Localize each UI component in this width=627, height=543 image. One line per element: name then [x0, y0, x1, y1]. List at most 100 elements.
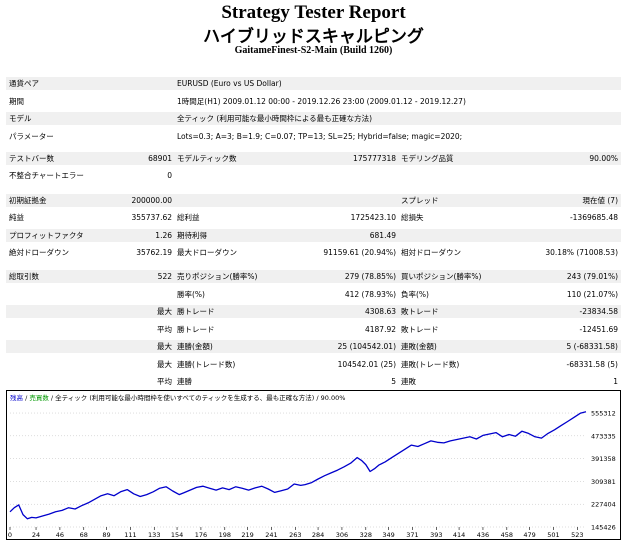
parameters-value: Lots=0.3; A=3; B=1.9; C=0.07; TP=13; SL=…: [177, 132, 463, 141]
x-tick-label: 24: [32, 531, 40, 539]
avg-loss-value: -12451.69: [579, 325, 619, 334]
server-build: GaitameFinest-S2-Main (Build 1260): [234, 45, 393, 56]
x-tick-label: 479: [523, 531, 535, 539]
chart-frame: [6, 390, 621, 540]
gross-loss-value: -1369685.48: [569, 213, 618, 222]
period-value: 1時間足(H1) 2009.01.12 00:00 - 2019.12.26 2…: [177, 97, 466, 106]
max-cons-profit-value: 104542.01 (25): [337, 360, 396, 369]
win-label: 勝率(%): [177, 290, 205, 299]
y-tick-label: 309381: [591, 478, 616, 486]
short-label: 売りポジション(勝率%): [177, 272, 258, 281]
x-tick-label: 176: [195, 531, 207, 539]
row-background: [6, 229, 621, 242]
pf-value: 1.26: [155, 231, 172, 240]
x-tick-label: 349: [382, 531, 394, 539]
long-value: 243 (79.01%): [566, 272, 618, 281]
row-background: [6, 340, 621, 353]
avg-cons-wins-value: 5: [391, 377, 396, 386]
gross-profit-value: 1725423.10: [350, 213, 396, 222]
gross-loss-label: 総損失: [401, 213, 424, 222]
ticks-value: 175777318: [353, 154, 396, 163]
legend-separator: /: [48, 394, 56, 402]
spread-value: 現在値 (7): [582, 196, 618, 205]
chart-grid: [10, 412, 586, 528]
x-tick-label: 501: [547, 531, 559, 539]
max-label: 最大: [157, 342, 172, 351]
avg-cons-losses-value: 1: [613, 377, 618, 386]
abs-dd-label: 絶対ドローダウン: [9, 248, 69, 257]
rel-dd-label: 相対ドローダウン: [401, 248, 461, 257]
pf-label: プロフィットファクタ: [9, 231, 84, 240]
x-tick-label: 219: [241, 531, 253, 539]
max-cons-wins-label: 連勝(金額): [177, 342, 213, 351]
avg-label: 平均: [157, 325, 172, 334]
x-tick-label: 393: [430, 531, 442, 539]
avg-cons-losses-label: 連敗: [401, 377, 416, 386]
row-background: [6, 194, 621, 207]
loss-value: 110 (21.07%): [566, 290, 618, 299]
avg-loss-label: 敗トレード: [401, 325, 439, 334]
y-axis-ticks: 555312 473335 391358 309381 227404 145426: [591, 410, 616, 532]
x-tick-label: 241: [265, 531, 277, 539]
max-label: 最大: [157, 307, 172, 316]
loss-label: 負率(%): [401, 290, 429, 299]
chart-series: [9, 411, 587, 520]
win-value: 412 (78.93%): [344, 290, 396, 299]
max-cons-losses-value: 5 (-68331.58): [566, 342, 618, 351]
x-tick-label: 263: [289, 531, 301, 539]
symbol-label: 通貨ペア: [9, 79, 39, 88]
total-trades-label: 総取引数: [9, 272, 39, 281]
max-cons-loss-value: -68331.58 (5): [566, 360, 618, 369]
max-label: 最大: [157, 360, 172, 369]
x-tick-label: 0: [8, 531, 12, 539]
x-tick-label: 414: [453, 531, 465, 539]
x-tick-label: 198: [219, 531, 231, 539]
avg-win-label: 勝トレード: [177, 325, 215, 334]
x-tick-label: 154: [171, 531, 183, 539]
y-tick-label: 145426: [591, 524, 616, 532]
expected-value: 681.49: [369, 231, 396, 240]
model-value: 全ティック (利用可能な最小時間枠による最も正確な方法): [177, 114, 373, 123]
largest-loss-label: 敗トレード: [401, 307, 439, 316]
x-tick-label: 111: [124, 531, 136, 539]
period-label: 期間: [9, 97, 24, 106]
bars-label: テストバー数: [9, 154, 54, 163]
legend-trades: 売買数: [29, 394, 49, 402]
largest-win-value: 4308.63: [364, 307, 396, 316]
quality-value: 90.00%: [589, 154, 618, 163]
max-cons-profit-label: 連勝(トレード数): [177, 360, 236, 369]
mismatch-label: 不整合チャートエラー: [9, 171, 84, 180]
x-tick-label: 458: [501, 531, 513, 539]
deposit-value: 200000.00: [131, 196, 172, 205]
avg-cons-wins-label: 連勝: [177, 377, 192, 386]
max-dd-label: 最大ドローダウン: [177, 248, 237, 257]
report-title: Strategy Tester Report: [221, 2, 406, 23]
model-label: モデル: [9, 114, 32, 123]
x-tick-label: 371: [406, 531, 418, 539]
largest-loss-value: -23834.58: [579, 307, 619, 316]
y-tick-label: 555312: [591, 410, 616, 418]
x-tick-label: 306: [336, 531, 348, 539]
rel-dd-value: 30.18% (71008.53): [545, 248, 618, 257]
quality-label: モデリング品質: [401, 154, 454, 163]
legend-separator: /: [23, 394, 30, 402]
net-label: 純益: [9, 213, 24, 222]
max-cons-losses-label: 連敗(金額): [401, 342, 437, 351]
x-tick-label: 46: [56, 531, 64, 539]
row-background: [6, 270, 621, 283]
ticks-label: モデルティック数: [177, 154, 237, 163]
avg-win-value: 4187.92: [364, 325, 396, 334]
x-tick-label: 523: [571, 531, 583, 539]
mismatch-value: 0: [167, 171, 172, 180]
x-tick-label: 284: [312, 531, 324, 539]
x-tick-label: 68: [80, 531, 88, 539]
total-trades-value: 522: [157, 272, 172, 281]
short-value: 279 (78.85%): [344, 272, 396, 281]
x-tick-label: 89: [102, 531, 110, 539]
legend-model: 全ティック (利用可能な最小時間枠を使いすべてのティックを生成する、最も正確な方…: [55, 394, 346, 402]
deposit-label: 初期証拠金: [9, 196, 47, 205]
row-background: [6, 152, 621, 165]
x-axis-ticks: 0 24 46 68 89 111 133 154 176 198 219 241 263 284 306 3…: [8, 527, 584, 539]
row-background: [6, 77, 621, 90]
max-cons-loss-label: 連敗(トレード数): [401, 360, 460, 369]
